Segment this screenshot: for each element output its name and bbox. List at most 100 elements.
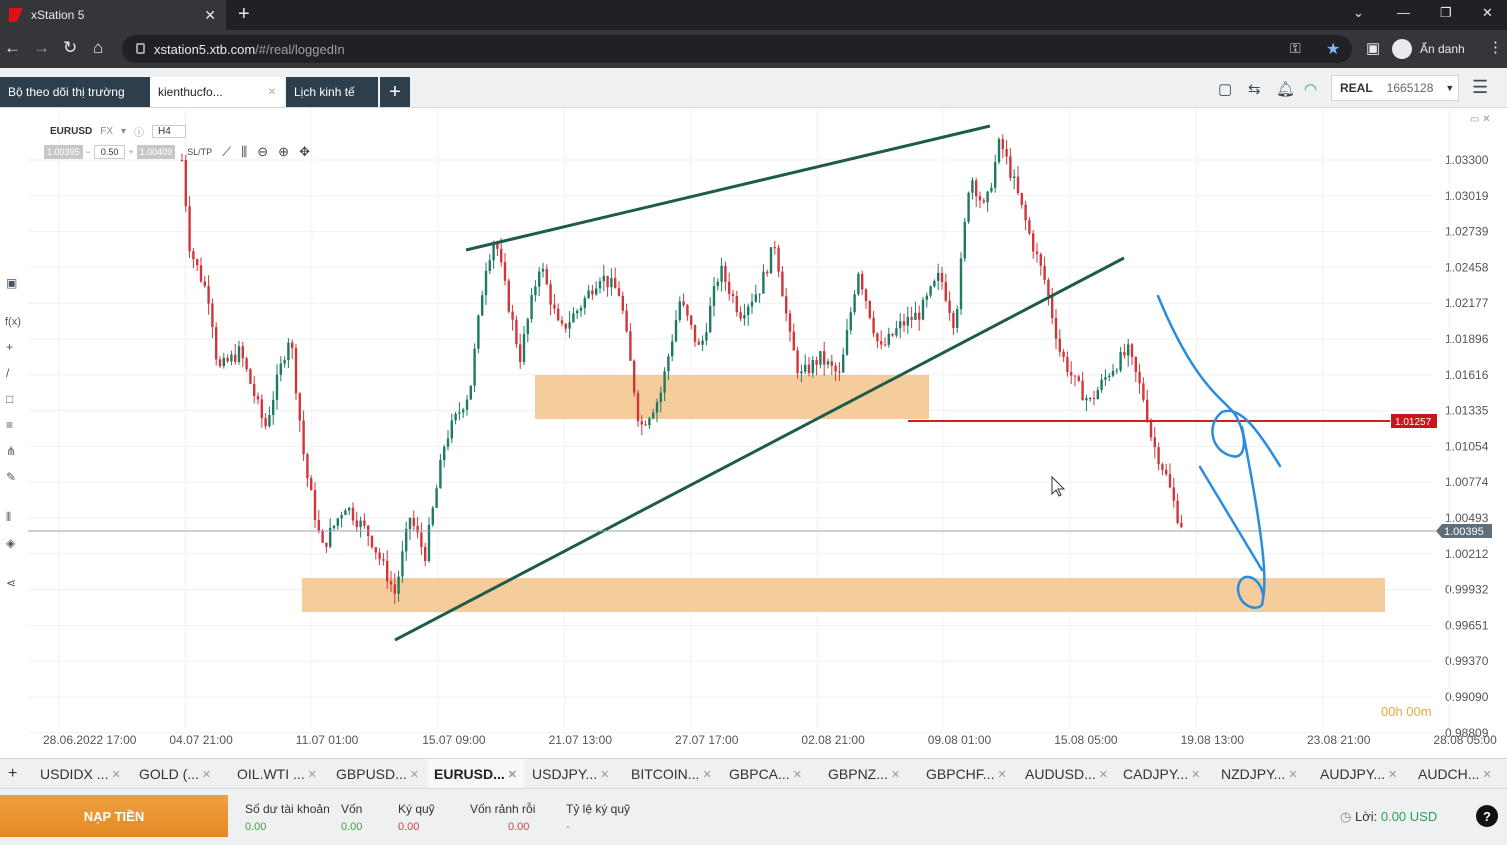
lot-input[interactable]: 0.50 (93, 145, 126, 159)
hamburger-menu-icon[interactable]: ☰ (1472, 77, 1489, 97)
share-icon[interactable]: ⋖ (6, 576, 17, 590)
tab-economic-calendar[interactable]: Lịch kinh tế (286, 77, 378, 107)
instrument-tab[interactable]: GBPCHF... ✕ (920, 759, 1016, 789)
close-instrument-icon[interactable]: ✕ (702, 768, 712, 781)
close-window-icon[interactable]: ✕ (1482, 5, 1493, 20)
chart-type-icon[interactable]: ▣ (6, 276, 18, 290)
bell-icon[interactable]: 🔔︎ (1276, 81, 1296, 98)
instrument-tab[interactable]: GBPCA... ✕ (723, 759, 819, 789)
close-instrument-icon[interactable]: ✕ (1191, 768, 1201, 781)
trading-icon[interactable]: ⇆ (1248, 81, 1261, 98)
layout-icon[interactable]: ▢ (1218, 81, 1233, 98)
key-icon[interactable]: ⚿ (1290, 40, 1301, 56)
sltp-button[interactable]: SL/TP (187, 147, 213, 157)
crosshair-icon[interactable]: + (6, 340, 14, 354)
close-instrument-icon[interactable]: ✕ (1388, 768, 1398, 781)
home-icon[interactable]: ⌂ (93, 38, 104, 57)
side-panel-icon[interactable]: ▣ (1366, 40, 1381, 57)
layers-icon[interactable]: ◈ (6, 536, 16, 550)
minimize-icon[interactable]: — (1397, 5, 1410, 20)
tab-kienthucfo[interactable]: kienthucfo... ✕ (150, 77, 284, 107)
instrument-tab[interactable]: USDJPY... ✕ (526, 759, 622, 789)
add-instrument-icon[interactable]: + (8, 765, 18, 782)
candle-body (959, 258, 963, 310)
close-instrument-icon[interactable]: ✕ (111, 768, 121, 781)
browser-tab[interactable]: xStation 5 ✕ (0, 0, 226, 30)
zoom-out-icon[interactable]: ⊖ (257, 144, 269, 159)
rectangle-tool-icon[interactable]: □ (6, 392, 14, 406)
price-chart[interactable]: 1.03300 1.03019 1.02739 1.02458 1.02177 1.018… (28, 108, 1507, 758)
close-tab-icon[interactable]: ✕ (204, 6, 216, 23)
add-tab-icon[interactable]: + (380, 77, 410, 107)
new-tab-icon[interactable]: + (238, 3, 250, 25)
timeframe-select[interactable]: H4 (152, 125, 186, 138)
close-instrument-icon[interactable]: ✕ (1482, 768, 1492, 781)
tab-market-watch[interactable]: Bộ theo dõi thị trường (0, 77, 150, 107)
close-workspace-icon[interactable]: ✕ (267, 86, 276, 98)
indicators-icon[interactable]: f(x) (5, 316, 21, 328)
forward-icon[interactable]: → (33, 38, 50, 57)
candle-body (1168, 474, 1172, 488)
reload-icon[interactable]: ↻ (63, 38, 78, 57)
close-instrument-icon[interactable]: ✕ (201, 768, 212, 781)
freehand-marker-bottom[interactable] (1198, 425, 1266, 609)
candle-body (507, 280, 510, 312)
freehand-marker-top[interactable] (1156, 294, 1282, 468)
instrument-tab[interactable]: AUDCH... ✕ (1412, 759, 1507, 789)
tab-market-watch-label: Bộ theo dõi thị trường (8, 85, 125, 99)
instrument-tab[interactable]: BITCOIN... ✕ (625, 759, 721, 789)
pitchfork-icon[interactable]: ⋔ (6, 444, 17, 458)
upper-trendline[interactable] (465, 124, 991, 252)
lot-plus-icon[interactable]: + (128, 147, 134, 157)
account-selector[interactable]: REAL 1665128 ▼ (1331, 75, 1459, 101)
instrument-tab[interactable]: EURUSD... ✕ (428, 759, 524, 789)
address-bar[interactable]: xstation5.xtb.com/#/real/loggedIn ⚿ ★ (122, 35, 1352, 63)
back-icon[interactable]: ← (4, 38, 21, 57)
sell-button[interactable]: 1.00395 (44, 145, 83, 159)
instrument-tab[interactable]: USDIDX ... ✕ (34, 759, 130, 789)
lot-minus-icon[interactable]: − (85, 147, 91, 157)
compare-icon[interactable]: ⫴ (6, 510, 12, 524)
bookmark-star-icon[interactable]: ★ (1326, 41, 1341, 58)
close-instrument-icon[interactable]: ✕ (890, 768, 901, 781)
chart-symbol[interactable]: EURUSD (50, 126, 93, 137)
close-instrument-icon[interactable]: ✕ (1288, 768, 1298, 781)
chevron-down-icon[interactable]: ▾ (121, 126, 127, 137)
incognito-profile[interactable]: Ẩn danh (1392, 35, 1465, 63)
info-icon[interactable]: ⓘ (134, 128, 145, 139)
close-instrument-icon[interactable]: ✕ (307, 768, 317, 781)
browser-menu-icon[interactable]: ⋮ (1488, 39, 1503, 56)
zoom-in-icon[interactable]: ⊕ (278, 144, 290, 159)
instrument-tab[interactable]: AUDJPY... ✕ (1314, 759, 1410, 789)
instrument-tab[interactable]: GBPUSD... ✕ (330, 759, 426, 789)
fibonacci-icon[interactable]: ≡ (6, 418, 14, 432)
close-instrument-icon[interactable]: ✕ (409, 768, 420, 781)
maximize-chart-icon[interactable]: ▭ ✕ (1470, 114, 1491, 125)
help-icon[interactable]: ? (1476, 805, 1498, 827)
line-tool-icon[interactable]: / (6, 366, 10, 380)
instrument-tab[interactable]: GOLD (... ✕ (133, 759, 229, 789)
time-axis-label: 09.08 01:00 (928, 733, 992, 747)
candlestick-icon[interactable]: ⫼ (241, 144, 248, 159)
close-instrument-icon[interactable]: ✕ (997, 768, 1007, 781)
close-instrument-icon[interactable]: ✕ (792, 768, 802, 781)
close-instrument-icon[interactable]: ✕ (600, 768, 610, 781)
buy-button[interactable]: 1.00409 (136, 145, 176, 159)
instrument-tab[interactable]: OIL.WTI ... ✕ (231, 759, 327, 789)
maximize-icon[interactable]: ❐ (1440, 5, 1452, 20)
instrument-tab[interactable]: GBPNZ... ✕ (822, 759, 918, 789)
instrument-tab[interactable]: CADJPY... ✕ (1117, 759, 1213, 789)
deposit-button[interactable]: NẠP TIỀN (0, 795, 228, 837)
chart-canvas[interactable]: 1.03300 1.03019 1.02739 1.02458 1.02177 1.018… (28, 108, 1507, 758)
close-instrument-icon[interactable]: ✕ (507, 768, 518, 781)
line-chart-icon[interactable]: ⟋ (222, 144, 232, 159)
candle-body (937, 272, 940, 281)
instrument-tab[interactable]: AUDUSD... ✕ (1019, 759, 1115, 789)
brush-icon[interactable]: ✎ (6, 470, 17, 484)
tab-search-icon[interactable]: ⌄ (1353, 5, 1364, 20)
candle-body (424, 546, 427, 562)
move-icon[interactable]: ✥ (299, 144, 310, 159)
instrument-tab[interactable]: NZDJPY... ✕ (1215, 759, 1311, 789)
close-instrument-icon[interactable]: ✕ (1098, 768, 1109, 781)
lower-trendline[interactable] (394, 256, 1125, 642)
